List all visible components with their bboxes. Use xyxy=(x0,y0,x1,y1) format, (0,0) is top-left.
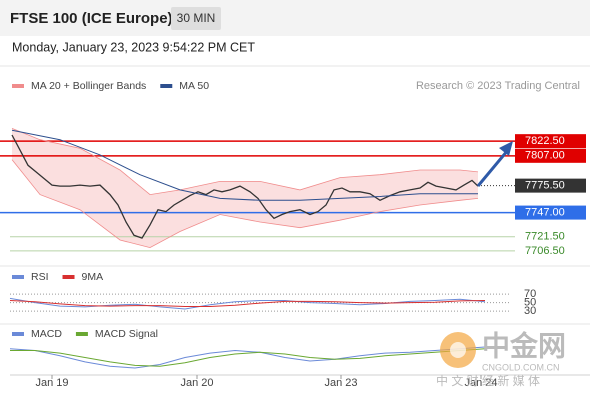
y-tick-label: 30 xyxy=(524,305,536,317)
x-tick-label: Jan 23 xyxy=(324,377,357,389)
level-label: 7747.00 xyxy=(525,206,565,218)
legend-label: MA 50 xyxy=(179,80,209,92)
level-label-box xyxy=(515,134,586,149)
level-label: 7721.50 xyxy=(525,231,565,243)
instrument-title: FTSE 100 (ICE Europe) xyxy=(10,10,173,27)
legend-swatch xyxy=(160,84,173,88)
level-label: 7775.50 xyxy=(525,180,565,192)
legend-swatch xyxy=(12,275,24,279)
watermark-brand: 中金网 xyxy=(482,329,566,361)
y-tick-label: 50 xyxy=(524,297,536,309)
legend-label: MA 20 + Bollinger Bands xyxy=(31,80,146,92)
timeframe-box[interactable] xyxy=(171,7,221,30)
x-tick-label: Jan 24 xyxy=(464,377,497,389)
indicator-line xyxy=(11,129,478,201)
timeframe[interactable]: 30 MIN xyxy=(177,11,216,25)
legend-swatch xyxy=(62,275,75,279)
price-line xyxy=(11,134,479,239)
level-label: 7807.00 xyxy=(525,150,565,162)
timestamp: Monday, January 23, 2023 9:54:22 PM CET xyxy=(12,40,255,54)
x-tick-label: Jan 20 xyxy=(180,377,213,389)
plot-area: Jan 19 Jan 20 Jan 23 Jan 24 7822.50 7807.00 77… xyxy=(0,80,586,389)
bollinger-lower xyxy=(11,159,479,249)
bollinger-fill xyxy=(12,128,478,248)
level-label-box xyxy=(515,148,586,163)
legend-swatch xyxy=(75,332,88,336)
watermark-logo-inner xyxy=(450,342,466,358)
indicator-line xyxy=(9,297,486,310)
legend-swatch xyxy=(12,84,24,88)
legend-label: MACD xyxy=(31,328,62,340)
bollinger-upper xyxy=(11,128,479,196)
x-tick-label: Jan 19 xyxy=(35,377,68,389)
watermark-tagline: 中 文 财 经 新 媒 体 xyxy=(436,373,540,388)
y-tick-label: 70 xyxy=(524,288,536,300)
forecast-arrowhead xyxy=(499,141,513,156)
indicator-line xyxy=(10,348,486,367)
level-label: 7822.50 xyxy=(525,135,565,147)
source: Research © 2023 Trading Central xyxy=(416,80,580,92)
header-bar xyxy=(0,0,590,36)
indicator-line xyxy=(9,346,486,369)
forecast-arrow xyxy=(476,149,510,187)
indicator-line xyxy=(9,300,486,307)
level-label-box xyxy=(515,178,586,193)
legend-label: RSI xyxy=(31,271,49,283)
legend-swatch xyxy=(12,332,24,336)
legend-label: MACD Signal xyxy=(95,328,158,340)
level-label-box xyxy=(515,205,586,220)
level-label: 7706.50 xyxy=(525,245,565,257)
legend-label: 9MA xyxy=(82,271,104,283)
watermark-domain: CNGOLD.COM.CN xyxy=(482,362,560,372)
